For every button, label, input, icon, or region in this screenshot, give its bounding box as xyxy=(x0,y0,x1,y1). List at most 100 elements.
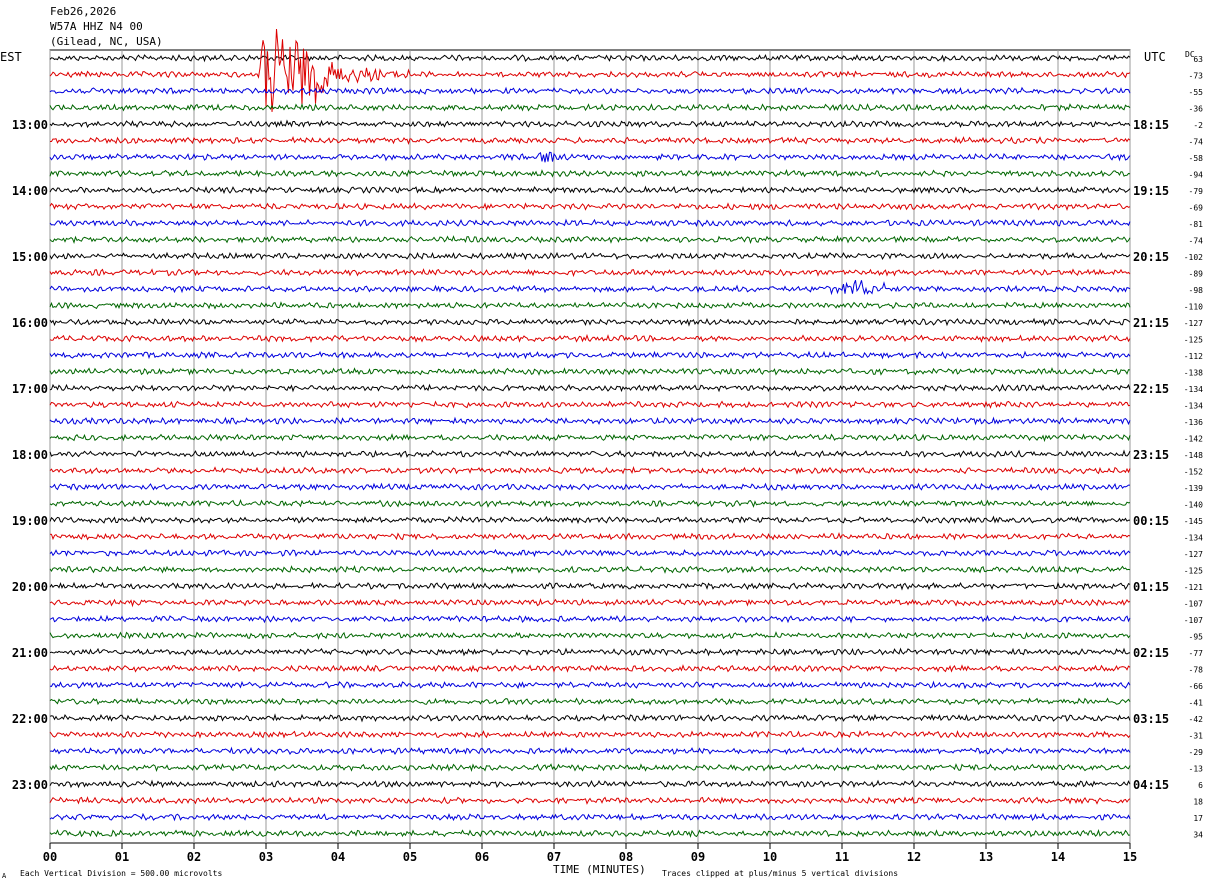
dc-offset-label: -140 xyxy=(1184,501,1203,510)
right-hour-label: 21:15 xyxy=(1133,316,1169,330)
trace-line-40 xyxy=(49,713,1131,723)
trace-line-7 xyxy=(49,169,1131,178)
left-hour-label: 18:00 xyxy=(12,448,48,462)
dc-offset-label: -148 xyxy=(1184,451,1203,460)
seismic-traces xyxy=(49,28,1131,838)
right-hour-label: 20:15 xyxy=(1133,250,1169,264)
right-hour-label: 19:15 xyxy=(1133,184,1169,198)
trace-line-13 xyxy=(49,268,1131,278)
dc-offset-label: 63 xyxy=(1193,55,1203,64)
trace-line-15 xyxy=(49,301,1131,310)
dc-offset-label: -29 xyxy=(1189,748,1204,757)
right-hour-label: 03:15 xyxy=(1133,712,1169,726)
trace-line-20 xyxy=(49,383,1131,393)
dc-offset-label: -134 xyxy=(1184,385,1203,394)
trace-line-29 xyxy=(49,531,1131,541)
trace-line-42 xyxy=(49,746,1131,756)
dc-offset-label: -110 xyxy=(1184,303,1203,312)
dc-offset-label: 18 xyxy=(1193,798,1203,807)
dc-offset-label: -125 xyxy=(1184,336,1203,345)
trace-line-2 xyxy=(49,86,1131,96)
left-hour-label: 23:00 xyxy=(12,778,48,792)
trace-line-47 xyxy=(49,828,1131,838)
x-tick-label: 03 xyxy=(259,850,273,864)
dc-offset-label: -36 xyxy=(1189,105,1204,114)
header-station: W57A HHZ N4 00 xyxy=(50,20,143,33)
left-hour-label: 20:00 xyxy=(12,580,48,594)
footer-mark: A xyxy=(2,872,7,880)
trace-line-3 xyxy=(49,103,1131,112)
trace-line-24 xyxy=(49,449,1131,459)
right-hour-label: 01:15 xyxy=(1133,580,1169,594)
x-tick-label: 13 xyxy=(979,850,993,864)
dc-offset-label: -2 xyxy=(1193,121,1203,130)
trace-line-31 xyxy=(49,565,1131,575)
trace-line-33 xyxy=(49,597,1131,608)
trace-line-37 xyxy=(49,664,1131,673)
x-tick-label: 12 xyxy=(907,850,921,864)
dc-offset-label: -66 xyxy=(1189,682,1204,691)
left-hour-label: 21:00 xyxy=(12,646,48,660)
left-hour-label: 22:00 xyxy=(12,712,48,726)
dc-offset-label: -55 xyxy=(1189,88,1204,97)
trace-line-12 xyxy=(49,251,1131,261)
trace-line-38 xyxy=(49,680,1131,690)
dc-offset-label: -58 xyxy=(1189,154,1204,163)
x-tick-label: 02 xyxy=(187,850,201,864)
trace-line-10 xyxy=(49,218,1131,228)
dc-offset-label: -134 xyxy=(1184,534,1203,543)
dc-label: DC xyxy=(1185,50,1195,59)
dc-offset-label: -81 xyxy=(1189,220,1204,229)
right-hour-label: 22:15 xyxy=(1133,382,1169,396)
x-tick-label: 11 xyxy=(835,850,849,864)
right-hour-label: 00:15 xyxy=(1133,514,1169,528)
dc-offset-label: -95 xyxy=(1189,633,1204,642)
left-hour-label: 15:00 xyxy=(12,250,48,264)
dc-offset-label: -74 xyxy=(1189,138,1204,147)
right-hour-label: 04:15 xyxy=(1133,778,1169,792)
dc-offset-label: -41 xyxy=(1189,699,1204,708)
trace-line-1 xyxy=(49,28,1131,112)
dc-offset-label: -89 xyxy=(1189,270,1204,279)
trace-line-14 xyxy=(49,280,1131,296)
chart-grid xyxy=(49,49,1131,849)
x-axis-title: TIME (MINUTES) xyxy=(553,863,646,876)
trace-line-34 xyxy=(49,614,1131,624)
dc-offset-label: -31 xyxy=(1189,732,1204,741)
dc-offset-label: -152 xyxy=(1184,468,1203,477)
x-tick-label: 00 xyxy=(43,850,57,864)
left-hour-label: 17:00 xyxy=(12,382,48,396)
trace-line-27 xyxy=(49,498,1131,508)
dc-offset-label: -127 xyxy=(1184,319,1203,328)
header-location: (Gilead, NC, USA) xyxy=(50,35,163,48)
left-hour-label: 13:00 xyxy=(12,118,48,132)
dc-offset-label: -102 xyxy=(1184,253,1203,262)
dc-offset-label: -121 xyxy=(1184,583,1203,592)
left-hour-label: 16:00 xyxy=(12,316,48,330)
dc-offset-label: -94 xyxy=(1189,171,1204,180)
left-timezone-label: EST xyxy=(0,50,22,64)
trace-line-41 xyxy=(49,730,1131,739)
footer-scale-note: Each Vertical Division = 500.00 microvol… xyxy=(20,869,222,878)
header-date: Feb26,2026 xyxy=(50,5,117,18)
right-hour-label: 02:15 xyxy=(1133,646,1169,660)
right-hour-label: 23:15 xyxy=(1133,448,1169,462)
x-tick-label: 14 xyxy=(1051,850,1065,864)
dc-offset-label: -69 xyxy=(1189,204,1204,213)
x-tick-label: 05 xyxy=(403,850,417,864)
trace-line-23 xyxy=(49,433,1131,443)
dc-offset-label: -74 xyxy=(1189,237,1204,246)
trace-line-5 xyxy=(50,135,1131,145)
chart-labels: 00 01 02 03 04 05 06 07 08 09 10 11 12 13 14 15 63 -73 -55… xyxy=(12,55,1203,864)
dc-offset-label: -127 xyxy=(1184,550,1203,559)
trace-line-4 xyxy=(49,119,1131,129)
trace-line-9 xyxy=(49,202,1131,211)
trace-line-0 xyxy=(49,53,1131,63)
dc-offset-label: 34 xyxy=(1193,831,1203,840)
trace-line-39 xyxy=(49,697,1131,706)
dc-offset-label: 17 xyxy=(1193,814,1203,823)
dc-offset-label: -142 xyxy=(1184,435,1203,444)
dc-offset-label: -138 xyxy=(1184,369,1203,378)
dc-offset-label: -13 xyxy=(1189,765,1204,774)
